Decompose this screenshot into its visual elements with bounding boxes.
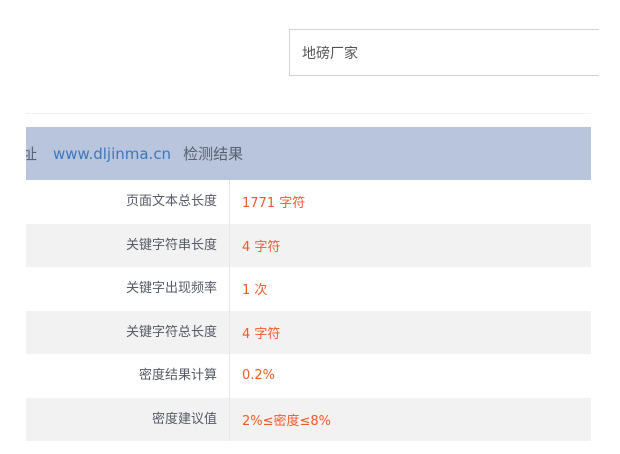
table-row: 页面文本总长度 1771 字符 [26,180,591,224]
table-row: 关键字出现频率 1 次 [26,267,591,311]
row-label: 关键字符串长度 [26,223,230,267]
row-value: 2%≤密度≤8% [242,413,332,429]
row-value: 1771 字符 [242,196,306,212]
density-result-table: 页面文本总长度 1771 字符 关键字符串长度 4 字符 关键字出现频率 1 次 关键… [26,180,591,441]
url-label: 址 [26,145,38,163]
row-label: 关键字符总长度 [26,310,230,354]
divider [26,113,591,114]
table-row: 关键字符总长度 4 字符 [26,310,591,354]
row-value: 4 字符 [242,326,281,342]
row-label: 密度建议值 [26,397,230,441]
row-value: 4 字符 [242,239,281,255]
row-value: 0.2% [242,368,276,384]
table-row: 密度结果计算 0.2% [26,354,591,398]
row-label: 密度结果计算 [26,354,230,398]
keyword-input[interactable] [289,29,599,76]
row-label: 关键字出现频率 [26,267,230,311]
row-value: 1 次 [242,283,268,299]
result-title: 检测结果 [183,145,244,163]
table-row: 关键字符串长度 4 字符 [26,223,591,267]
site-url-link[interactable]: www.dljinma.cn [53,144,172,163]
table-row: 密度建议值 2%≤密度≤8% [26,397,591,441]
row-label: 页面文本总长度 [26,180,230,224]
result-header: 址 www.dljinma.cn 检测结果 [26,127,591,180]
